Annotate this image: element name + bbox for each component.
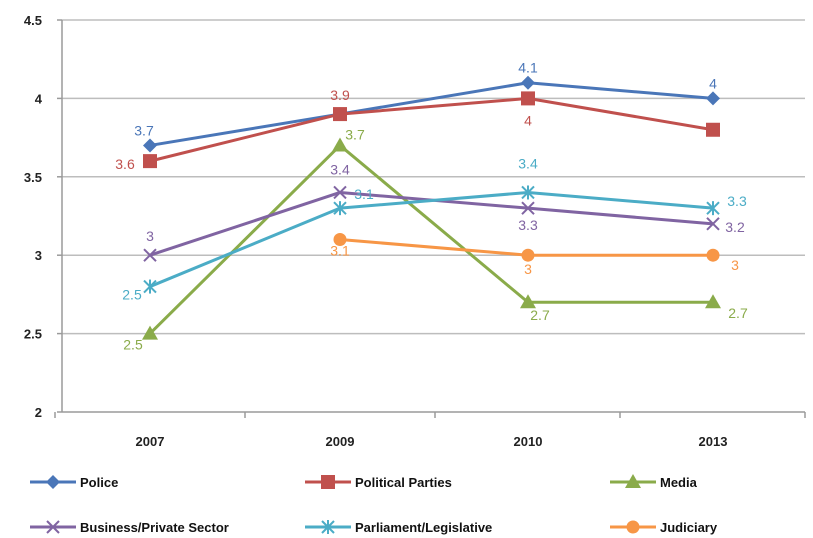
data-label-judiciary-2013: 3 xyxy=(731,257,739,273)
legend-marker-parliament-legislative xyxy=(321,520,335,534)
data-label-media-2010: 2.7 xyxy=(530,307,550,323)
data-point-judiciary-2013 xyxy=(706,248,720,262)
data-point-business-private-sector-2013 xyxy=(706,217,720,231)
data-label-parliament-legislative-2009: 3.1 xyxy=(354,186,374,202)
data-label-parliament-legislative-2013: 3.3 xyxy=(727,193,747,209)
data-label-business-private-sector-2013: 3.2 xyxy=(725,219,745,235)
data-point-business-private-sector-2009-stroke-b xyxy=(333,185,347,200)
data-point-political-parties-2010 xyxy=(521,91,535,106)
y-tick-label: 4.5 xyxy=(24,13,42,28)
legend-label-parliament-legislative: Parliament/Legislative xyxy=(355,520,492,535)
data-point-media-2010 xyxy=(520,294,536,309)
data-label-parliament-legislative-2007: 2.5 xyxy=(122,287,142,303)
data-labels: 3.7 4.1 4 3.6 3.9 4 2.5 3.7 2.7 2.7 3 3.4 3.3 3.2 2.5 3… xyxy=(115,60,748,353)
data-label-business-private-sector-2007: 3 xyxy=(146,228,154,244)
x-tick-label: 2013 xyxy=(699,434,728,449)
legend-marker-business-private-sector xyxy=(46,520,60,534)
data-point-political-parties-2013 xyxy=(706,122,720,137)
data-label-judiciary-2009: 3.1 xyxy=(330,243,350,259)
data-label-police-2010: 4.1 xyxy=(518,60,538,76)
legend-item-judiciary: Judiciary xyxy=(610,520,718,535)
data-point-parliament-legislative-2009 xyxy=(333,201,347,216)
data-label-political-parties-2009: 3.9 xyxy=(330,87,350,103)
data-point-business-private-sector-2010 xyxy=(521,201,535,215)
legend-label-media: Media xyxy=(660,475,698,490)
data-point-judiciary-2009 xyxy=(333,233,347,247)
data-point-business-private-sector-2007-stroke-b xyxy=(143,248,157,262)
legend-marker-political-parties xyxy=(321,475,335,489)
data-label-political-parties-2007: 3.6 xyxy=(115,156,135,172)
legend-item-parliament-legislative: Parliament/Legislative xyxy=(305,520,492,535)
data-label-judiciary-2010: 3 xyxy=(524,261,532,277)
y-tick-label: 4 xyxy=(35,91,43,106)
legend-item-media: Media xyxy=(610,474,698,490)
data-point-political-parties-2007 xyxy=(143,154,157,169)
legend-marker-business-private-sector-stroke-b xyxy=(46,520,60,534)
legend-label-judiciary: Judiciary xyxy=(660,520,718,535)
legend-label-business-private-sector: Business/Private Sector xyxy=(80,520,229,535)
axes: 2 2.5 3 3.5 4 4.5 2007 2009 2010 2013 xyxy=(24,13,806,449)
data-label-media-2007: 2.5 xyxy=(123,337,143,353)
series-line-media xyxy=(148,143,713,335)
data-point-police-2010 xyxy=(521,75,535,90)
legend-marker-police xyxy=(46,475,60,489)
legend-item-business-private-sector: Business/Private Sector xyxy=(30,520,229,535)
data-point-business-private-sector-2007 xyxy=(143,248,157,262)
data-point-business-private-sector-2013-stroke-b xyxy=(706,217,720,231)
legend-item-police: Police xyxy=(30,475,118,490)
data-label-media-2009: 3.7 xyxy=(345,126,365,142)
legend: Police Political Parties Media Business/Pri… xyxy=(30,474,718,535)
data-point-judiciary-2010 xyxy=(521,248,535,262)
data-label-parliament-legislative-2010: 3.4 xyxy=(518,155,538,171)
y-tick-label: 3 xyxy=(35,248,42,263)
series-line-parliament-legislative xyxy=(149,190,714,288)
series-lines xyxy=(142,75,721,340)
data-point-police-2007 xyxy=(143,138,157,153)
data-point-business-private-sector-2009 xyxy=(333,185,347,200)
data-point-media-2007 xyxy=(142,325,158,340)
x-tick-label: 2009 xyxy=(326,434,355,449)
series-line-political-parties xyxy=(149,96,714,163)
legend-item-political-parties: Political Parties xyxy=(305,475,452,490)
data-point-media-2009 xyxy=(332,137,348,152)
data-point-parliament-legislative-2007 xyxy=(143,279,157,294)
data-point-police-2013 xyxy=(706,91,720,106)
data-point-parliament-legislative-2010 xyxy=(521,185,535,200)
y-tick-label: 2.5 xyxy=(24,327,42,342)
legend-label-police: Police xyxy=(80,475,118,490)
y-tick-label: 2 xyxy=(35,405,42,420)
data-label-business-private-sector-2009: 3.4 xyxy=(330,161,350,177)
legend-marker-judiciary xyxy=(626,520,640,534)
legend-label-political-parties: Political Parties xyxy=(355,475,452,490)
data-label-media-2013: 2.7 xyxy=(728,305,748,321)
data-label-police-2007: 3.7 xyxy=(134,122,154,138)
y-tick-label: 3.5 xyxy=(24,170,42,185)
data-label-political-parties-2010: 4 xyxy=(524,112,532,128)
data-point-business-private-sector-2010-stroke-b xyxy=(521,201,535,215)
data-point-media-2013 xyxy=(705,294,721,309)
legend-marker-media xyxy=(625,474,641,488)
series-line-police xyxy=(149,81,714,147)
data-label-police-2013: 4 xyxy=(709,75,717,91)
data-point-parliament-legislative-2013 xyxy=(706,201,720,216)
x-tick-label: 2007 xyxy=(136,434,165,449)
gridlines xyxy=(62,19,805,335)
data-label-business-private-sector-2010: 3.3 xyxy=(518,217,538,233)
data-point-political-parties-2009 xyxy=(333,107,347,122)
x-tick-label: 2010 xyxy=(514,434,543,449)
